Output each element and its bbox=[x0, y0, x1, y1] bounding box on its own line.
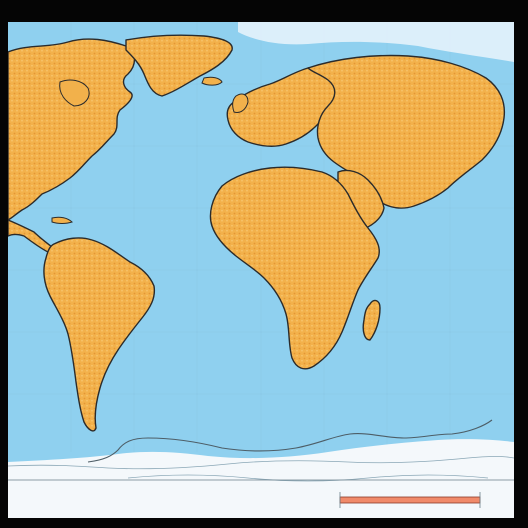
antarctic-coastline bbox=[87, 419, 493, 463]
world-map[interactable] bbox=[8, 22, 514, 518]
hudson-bay bbox=[59, 79, 90, 107]
arctic-ice bbox=[238, 22, 514, 62]
scale-bar bbox=[8, 479, 514, 508]
north-america[interactable] bbox=[8, 38, 136, 221]
greenland[interactable] bbox=[125, 34, 233, 97]
iceland[interactable] bbox=[201, 76, 223, 86]
ice-shelf-line-2 bbox=[127, 474, 489, 482]
asia[interactable] bbox=[307, 54, 506, 209]
south-america[interactable] bbox=[43, 237, 156, 432]
british-isles[interactable] bbox=[232, 93, 249, 113]
africa[interactable] bbox=[209, 166, 380, 370]
madagascar[interactable] bbox=[362, 299, 381, 341]
ice-shelf-line bbox=[8, 456, 514, 470]
caribbean-islands bbox=[51, 216, 73, 224]
